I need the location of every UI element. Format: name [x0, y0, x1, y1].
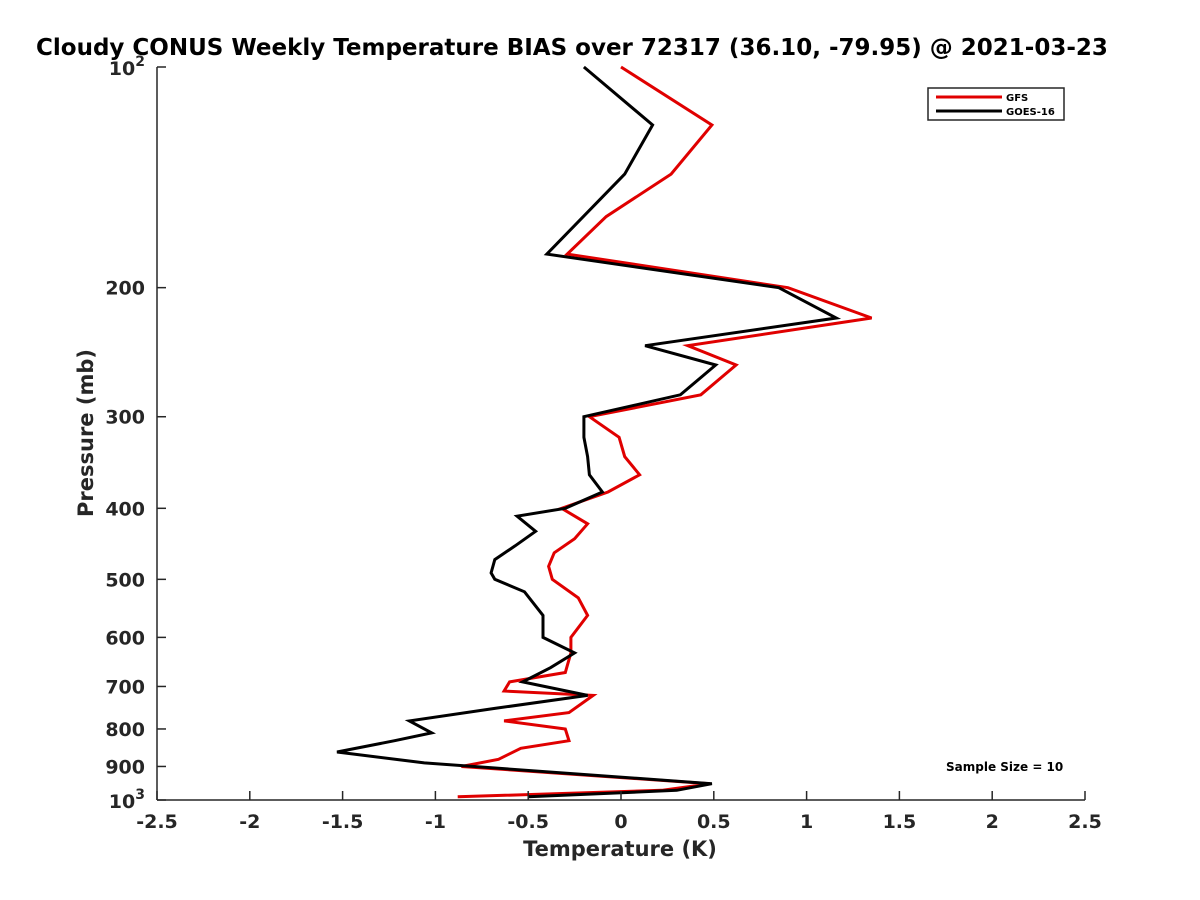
legend-entry: GOES-16 — [1006, 107, 1055, 118]
y-tick-label: 300 — [105, 407, 145, 429]
x-tick-label: 0 — [614, 811, 627, 833]
x-tick-label: 1 — [800, 811, 813, 833]
legend-entry: GFS — [1006, 93, 1028, 104]
x-tick-label: -2.5 — [136, 811, 178, 833]
x-tick-label: -0.5 — [507, 811, 549, 833]
x-tick-label: 2 — [986, 811, 999, 833]
sample-size-annotation: Sample Size = 10 — [946, 760, 1063, 774]
x-tick-label: 2.5 — [1068, 811, 1102, 833]
y-tick-label: 200 — [105, 278, 145, 300]
x-tick-label: -1.5 — [322, 811, 364, 833]
y-tick-label: 400 — [105, 498, 145, 520]
y-axis-label: Pressure (mb) — [74, 349, 98, 517]
legend: GFS GOES-16 — [927, 87, 1065, 121]
y-tick-label: 700 — [105, 676, 145, 698]
x-tick-label: -2 — [239, 811, 260, 833]
x-tick-label: -1 — [425, 811, 446, 833]
y-tick-label: 500 — [105, 569, 145, 591]
y-tick-label-bottom: 103 — [109, 787, 145, 813]
y-tick-label: 600 — [105, 627, 145, 649]
x-axis-label: Temperature (K) — [523, 837, 717, 861]
x-tick-label: 1.5 — [883, 811, 917, 833]
series-line-goes-16 — [336, 65, 842, 799]
chart-title: Cloudy CONUS Weekly Temperature BIAS ove… — [36, 35, 1108, 61]
x-axis-ticks: -2.5 -2 -1.5 -1 -0.5 0 0.5 1 1.5 2 2.5 — [136, 791, 1102, 833]
y-axis-ticks: 200 300 400 500 600 700 800 900 102 103 — [105, 54, 166, 813]
y-tick-label-top: 102 — [109, 54, 145, 80]
y-tick-label: 900 — [105, 756, 145, 778]
series-line-gfs — [457, 65, 873, 799]
y-tick-label: 800 — [105, 719, 145, 741]
legend-box — [927, 87, 1065, 121]
x-tick-label: 0.5 — [697, 811, 731, 833]
